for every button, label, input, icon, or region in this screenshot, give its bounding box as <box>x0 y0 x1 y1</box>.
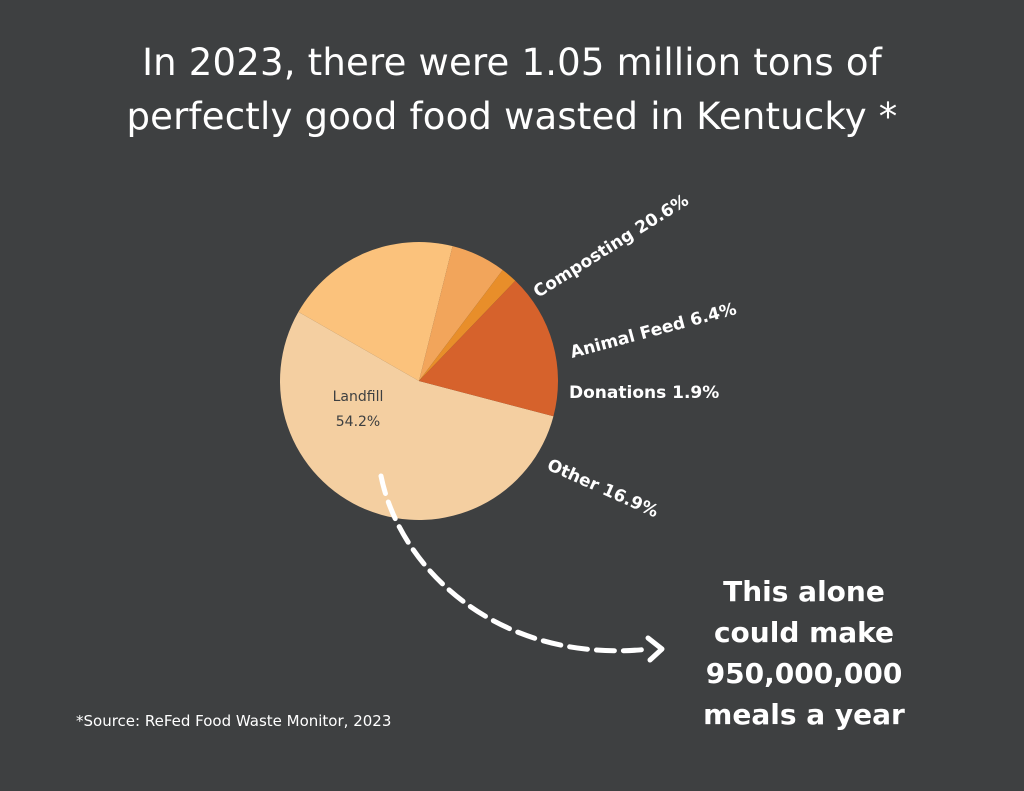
pie-slice-animal-feed <box>419 246 503 381</box>
meals-callout: This alone could make 950,000,000 meals … <box>680 571 928 735</box>
other-label: Other 16.9% <box>544 455 661 522</box>
chart-title-line-1: In 2023, there were 1.05 million tons of <box>142 41 882 84</box>
chart-title-line-2: perfectly good food wasted in Kentucky * <box>126 95 898 138</box>
callout-line-1: This alone <box>723 575 885 608</box>
callout-line-3: 950,000,000 <box>705 657 903 690</box>
pie-slice-donations <box>419 270 516 381</box>
donations-label: Donations 1.9% <box>569 383 719 403</box>
chart-title: In 2023, there were 1.05 million tons of… <box>62 36 962 144</box>
landfill-label-name: Landfill <box>333 389 384 405</box>
pie-slice-landfill <box>279 311 554 521</box>
callout-line-2: could make <box>713 616 895 649</box>
animal-feed-label: Animal Feed 6.4% <box>568 299 739 363</box>
callout-line-4: meals a year <box>703 698 905 731</box>
source-note: *Source: ReFed Food Waste Monitor, 2023 <box>76 712 392 730</box>
composting-label: Composting 20.6% <box>530 190 692 302</box>
arrow-head-icon <box>645 635 665 663</box>
pie-slice-composting <box>298 242 453 381</box>
landfill-label-value: 54.2% <box>336 414 380 430</box>
pie-slice-other <box>419 280 558 417</box>
dashed-arrow-line <box>378 473 653 654</box>
